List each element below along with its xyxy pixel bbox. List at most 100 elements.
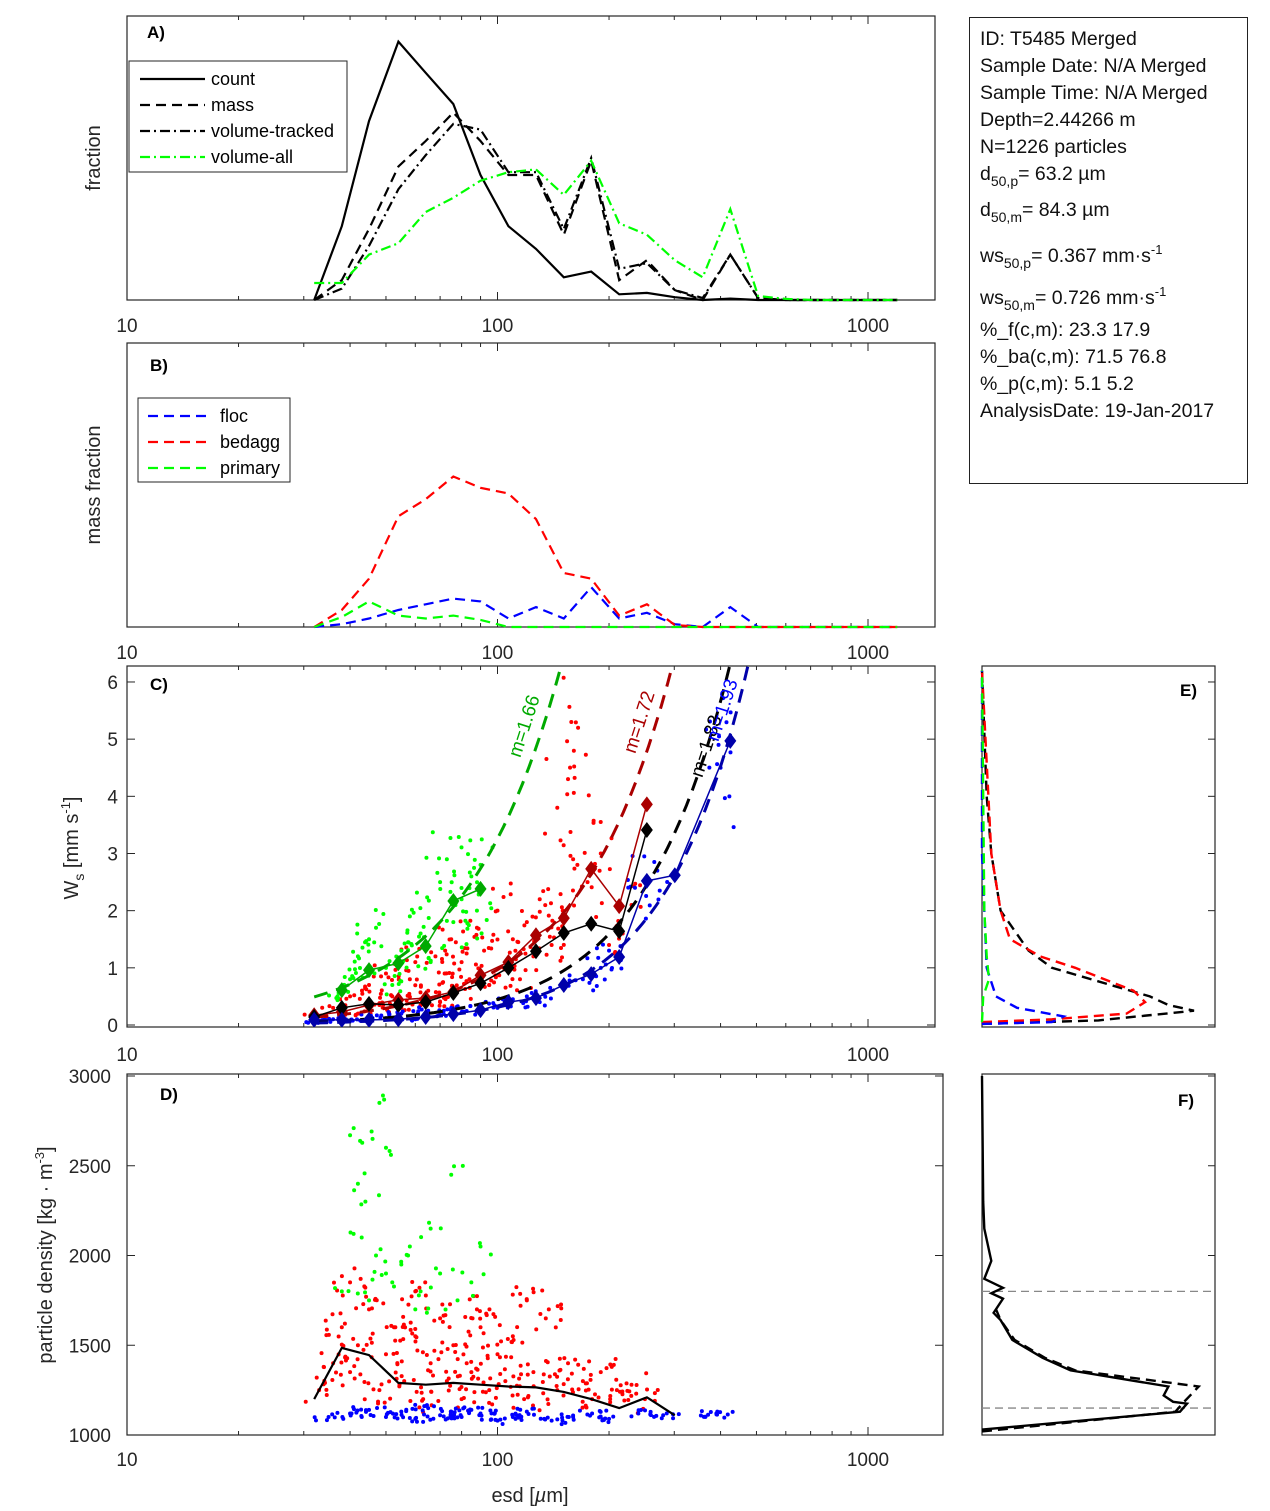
scatter-point-primary [435,870,440,875]
scatter-point-floc [375,1406,380,1411]
scatter-point-bedagg [501,895,506,900]
scatter-point-primary [418,1289,423,1294]
scatter-point-primary [484,918,489,923]
scatter-point-bedagg [386,975,391,980]
scatter-point-bedagg [580,1379,585,1384]
scatter-point-bedagg [455,1357,460,1362]
scatter-point-floc [500,1422,505,1427]
scatter-point-bedagg [371,974,376,979]
scatter-point-bedagg [391,1351,396,1356]
scatter-point-bedagg [384,1325,389,1330]
scatter-point-bedagg [561,1393,566,1398]
scatter-point-bedagg [482,948,487,953]
scatter-point-primary [391,1284,396,1289]
scatter-point-bedagg [597,868,602,873]
scatter-point-bedagg [596,1395,601,1400]
scatter-point-bedagg [469,1370,474,1375]
scatter-point-bedagg [541,889,546,894]
scatter-point-bedagg [514,1285,519,1290]
x-tick-label: 10 [116,1045,137,1066]
scatter-point-bedagg [429,950,434,955]
scatter-point-floc [473,1012,478,1017]
scatter-point-floc [374,1013,379,1018]
scatter-point-bedagg [444,971,449,976]
panel-d-axes: 10 100 1000 [116,1073,944,1471]
scatter-point-bedagg [371,1387,376,1392]
scatter-point-floc [428,1417,433,1422]
scatter-point-bedagg [543,903,548,908]
scatter-point-primary [427,1220,432,1225]
scatter-point-bedagg [381,1301,386,1306]
series-line-primary [313,600,898,629]
scatter-point-bedagg [571,857,576,862]
scatter-point-primary [470,1293,475,1298]
scatter-point-floc [548,985,553,990]
scatter-point-bedagg [324,1327,329,1332]
scatter-point-floc [404,1407,409,1412]
scatter-point-bedagg [566,777,571,782]
scatter-point-floc [414,1415,419,1420]
scatter-point-primary [469,1280,474,1285]
scatter-point-primary [409,907,414,912]
scatter-point-floc [514,1413,519,1418]
scatter-point-bedagg [524,920,529,925]
scatter-point-bedagg [580,1399,585,1404]
scatter-point-bedagg [584,1405,589,1410]
scatter-point-bedagg [613,1356,618,1361]
scatter-point-bedagg [389,977,394,982]
y-tick-label: 2 [107,902,118,923]
scatter-point-primary [416,1293,421,1298]
scatter-point-floc [609,965,614,970]
info-ws50m: ws50,m= 0.726 mm·s-1 [980,284,1167,313]
scatter-point-floc [493,1417,498,1422]
median-diamond-floc [724,732,737,749]
median-line-primary [341,888,481,991]
scatter-point-bedagg [572,775,577,780]
scatter-point-floc [604,1408,609,1413]
info-sample-date: Sample Date: N/A Merged [980,55,1207,77]
scatter-point-floc [585,956,590,961]
scatter-point-bedagg [594,914,599,919]
legend-label: mass [211,95,254,115]
scatter-point-floc [440,1409,445,1414]
x-tick-label: 1000 [847,316,889,337]
scatter-point-primary [411,910,416,915]
scatter-point-bedagg [522,1397,527,1402]
scatter-point-floc [657,888,662,893]
scatter-point-bedagg [490,1402,495,1407]
scatter-point-bedagg [474,932,479,937]
fit-label: m=1.66 [505,693,545,760]
scatter-point-floc [416,1009,421,1014]
scatter-point-bedagg [644,1371,649,1376]
scatter-point-bedagg [480,935,485,940]
scatter-point-primary [370,1136,375,1141]
scatter-point-bedagg [507,950,512,955]
scatter-point-primary [339,1289,344,1294]
scatter-point-primary [417,934,422,939]
scatter-point-bedagg [544,952,549,957]
scatter-point-bedagg [552,1372,557,1377]
scatter-point-bedagg [444,952,449,957]
scatter-point-bedagg [474,1307,479,1312]
median-diamond-all [335,999,348,1016]
scatter-point-bedagg [472,1390,477,1395]
scatter-point-bedagg [357,996,362,1001]
scatter-point-bedagg [487,1307,492,1312]
scatter-point-bedagg [420,1350,425,1355]
legend-label: volume-all [211,147,293,167]
scatter-point-floc [648,1413,653,1418]
scatter-point-floc [410,1406,415,1411]
scatter-point-bedagg [493,909,498,914]
scatter-point-bedagg [444,1369,449,1374]
scatter-point-bedagg [446,1388,451,1393]
e-distribution-all [980,670,1195,1026]
scatter-point-primary [327,993,332,998]
scatter-point-bedagg [480,1389,485,1394]
scatter-point-floc [529,990,534,995]
scatter-point-bedagg [531,1370,536,1375]
y-label-part: ] [35,1146,57,1152]
e-distribution-floc [980,670,1068,1026]
median-diamond-bedagg [557,910,570,927]
scatter-point-bedagg [445,1347,450,1352]
scatter-point-bedagg [419,1385,424,1390]
